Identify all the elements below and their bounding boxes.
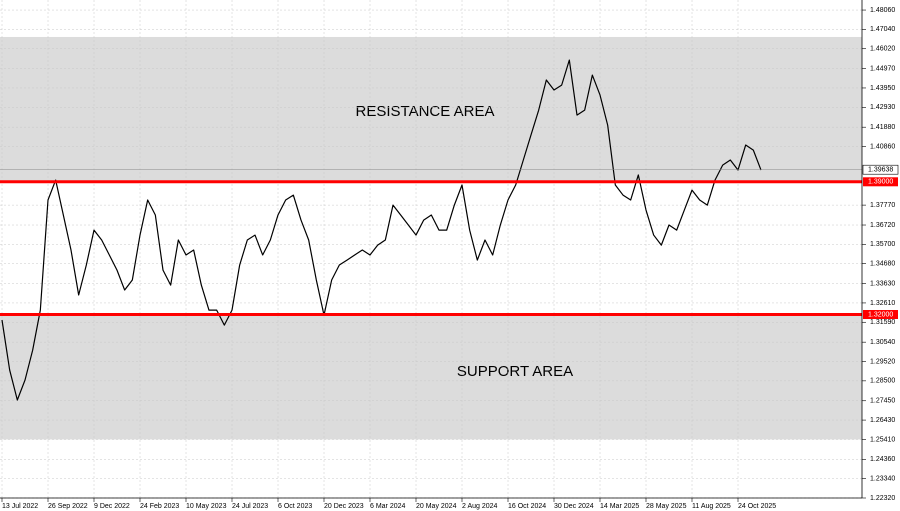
- y-tick-label: 1.28500: [870, 378, 895, 385]
- x-tick-label: 26 Sep 2022: [48, 503, 88, 510]
- x-tick-label: 13 Jul 2022: [2, 503, 38, 510]
- y-tick-label: 1.31590: [870, 319, 895, 326]
- y-tick-label: 1.24360: [870, 456, 895, 463]
- y-tick-label: 1.25410: [870, 436, 895, 443]
- y-tick-label: 1.32610: [870, 300, 895, 307]
- current-price-box: [862, 164, 899, 175]
- level-label: 1.32000: [868, 311, 893, 318]
- x-tick-label: 28 May 2025: [646, 503, 687, 510]
- x-tick-label: 6 Oct 2023: [278, 503, 312, 510]
- y-tick-label: 1.37770: [870, 202, 895, 209]
- x-tick-label: 10 May 2023: [186, 503, 227, 510]
- y-tick-label: 1.43950: [870, 85, 895, 92]
- x-tick-label: 24 Oct 2025: [738, 503, 776, 510]
- x-tick-label: 14 Mar 2025: [600, 503, 639, 510]
- y-tick-label: 1.22320: [870, 495, 895, 502]
- level-label: 1.39000: [868, 179, 893, 186]
- y-tick-label: 1.36720: [870, 222, 895, 229]
- y-tick-label: 1.48060: [870, 7, 895, 14]
- x-tick-label: 20 May 2024: [416, 503, 457, 510]
- y-tick-label: 1.46020: [870, 46, 895, 53]
- price-line: [1, 59, 762, 401]
- y-tick-label: 1.26430: [870, 417, 895, 424]
- y-tick-label: 1.27450: [870, 398, 895, 405]
- x-tick-label: 30 Dec 2024: [554, 503, 594, 510]
- y-tick-label: 1.41880: [870, 124, 895, 131]
- y-tick-label: 1.42930: [870, 104, 895, 111]
- y-tick-label: 1.33630: [870, 280, 895, 287]
- zone-label: SUPPORT AREA: [457, 363, 573, 380]
- zone: [0, 36, 862, 182]
- x-tick-label: 6 Mar 2024: [370, 503, 406, 510]
- level-box: [863, 309, 898, 319]
- x-tick-label: 2 Aug 2024: [462, 503, 498, 510]
- level-box: [863, 177, 898, 187]
- y-tick-label: 1.29520: [870, 358, 895, 365]
- x-tick-label: 20 Dec 2023: [324, 503, 364, 510]
- y-tick-label: 1.40860: [870, 143, 895, 150]
- y-tick-label: 1.30540: [870, 339, 895, 346]
- x-tick-label: 24 Feb 2023: [140, 503, 179, 510]
- y-tick-label: 1.44970: [870, 65, 895, 72]
- x-tick-label: 9 Dec 2022: [94, 503, 130, 510]
- zone-label: RESISTANCE AREA: [356, 103, 495, 120]
- x-tick-label: 16 Oct 2024: [508, 503, 546, 510]
- y-tick-label: 1.47040: [870, 26, 895, 33]
- y-tick-label: 1.35700: [870, 241, 895, 248]
- zone: [0, 314, 862, 440]
- x-tick-label: 24 Jul 2023: [232, 503, 268, 510]
- y-tick-label: 1.34680: [870, 261, 895, 268]
- y-tick-label: 1.23340: [870, 476, 895, 483]
- current-price-label: 1.39638: [868, 167, 893, 174]
- x-tick-label: 11 Aug 2025: [692, 503, 731, 510]
